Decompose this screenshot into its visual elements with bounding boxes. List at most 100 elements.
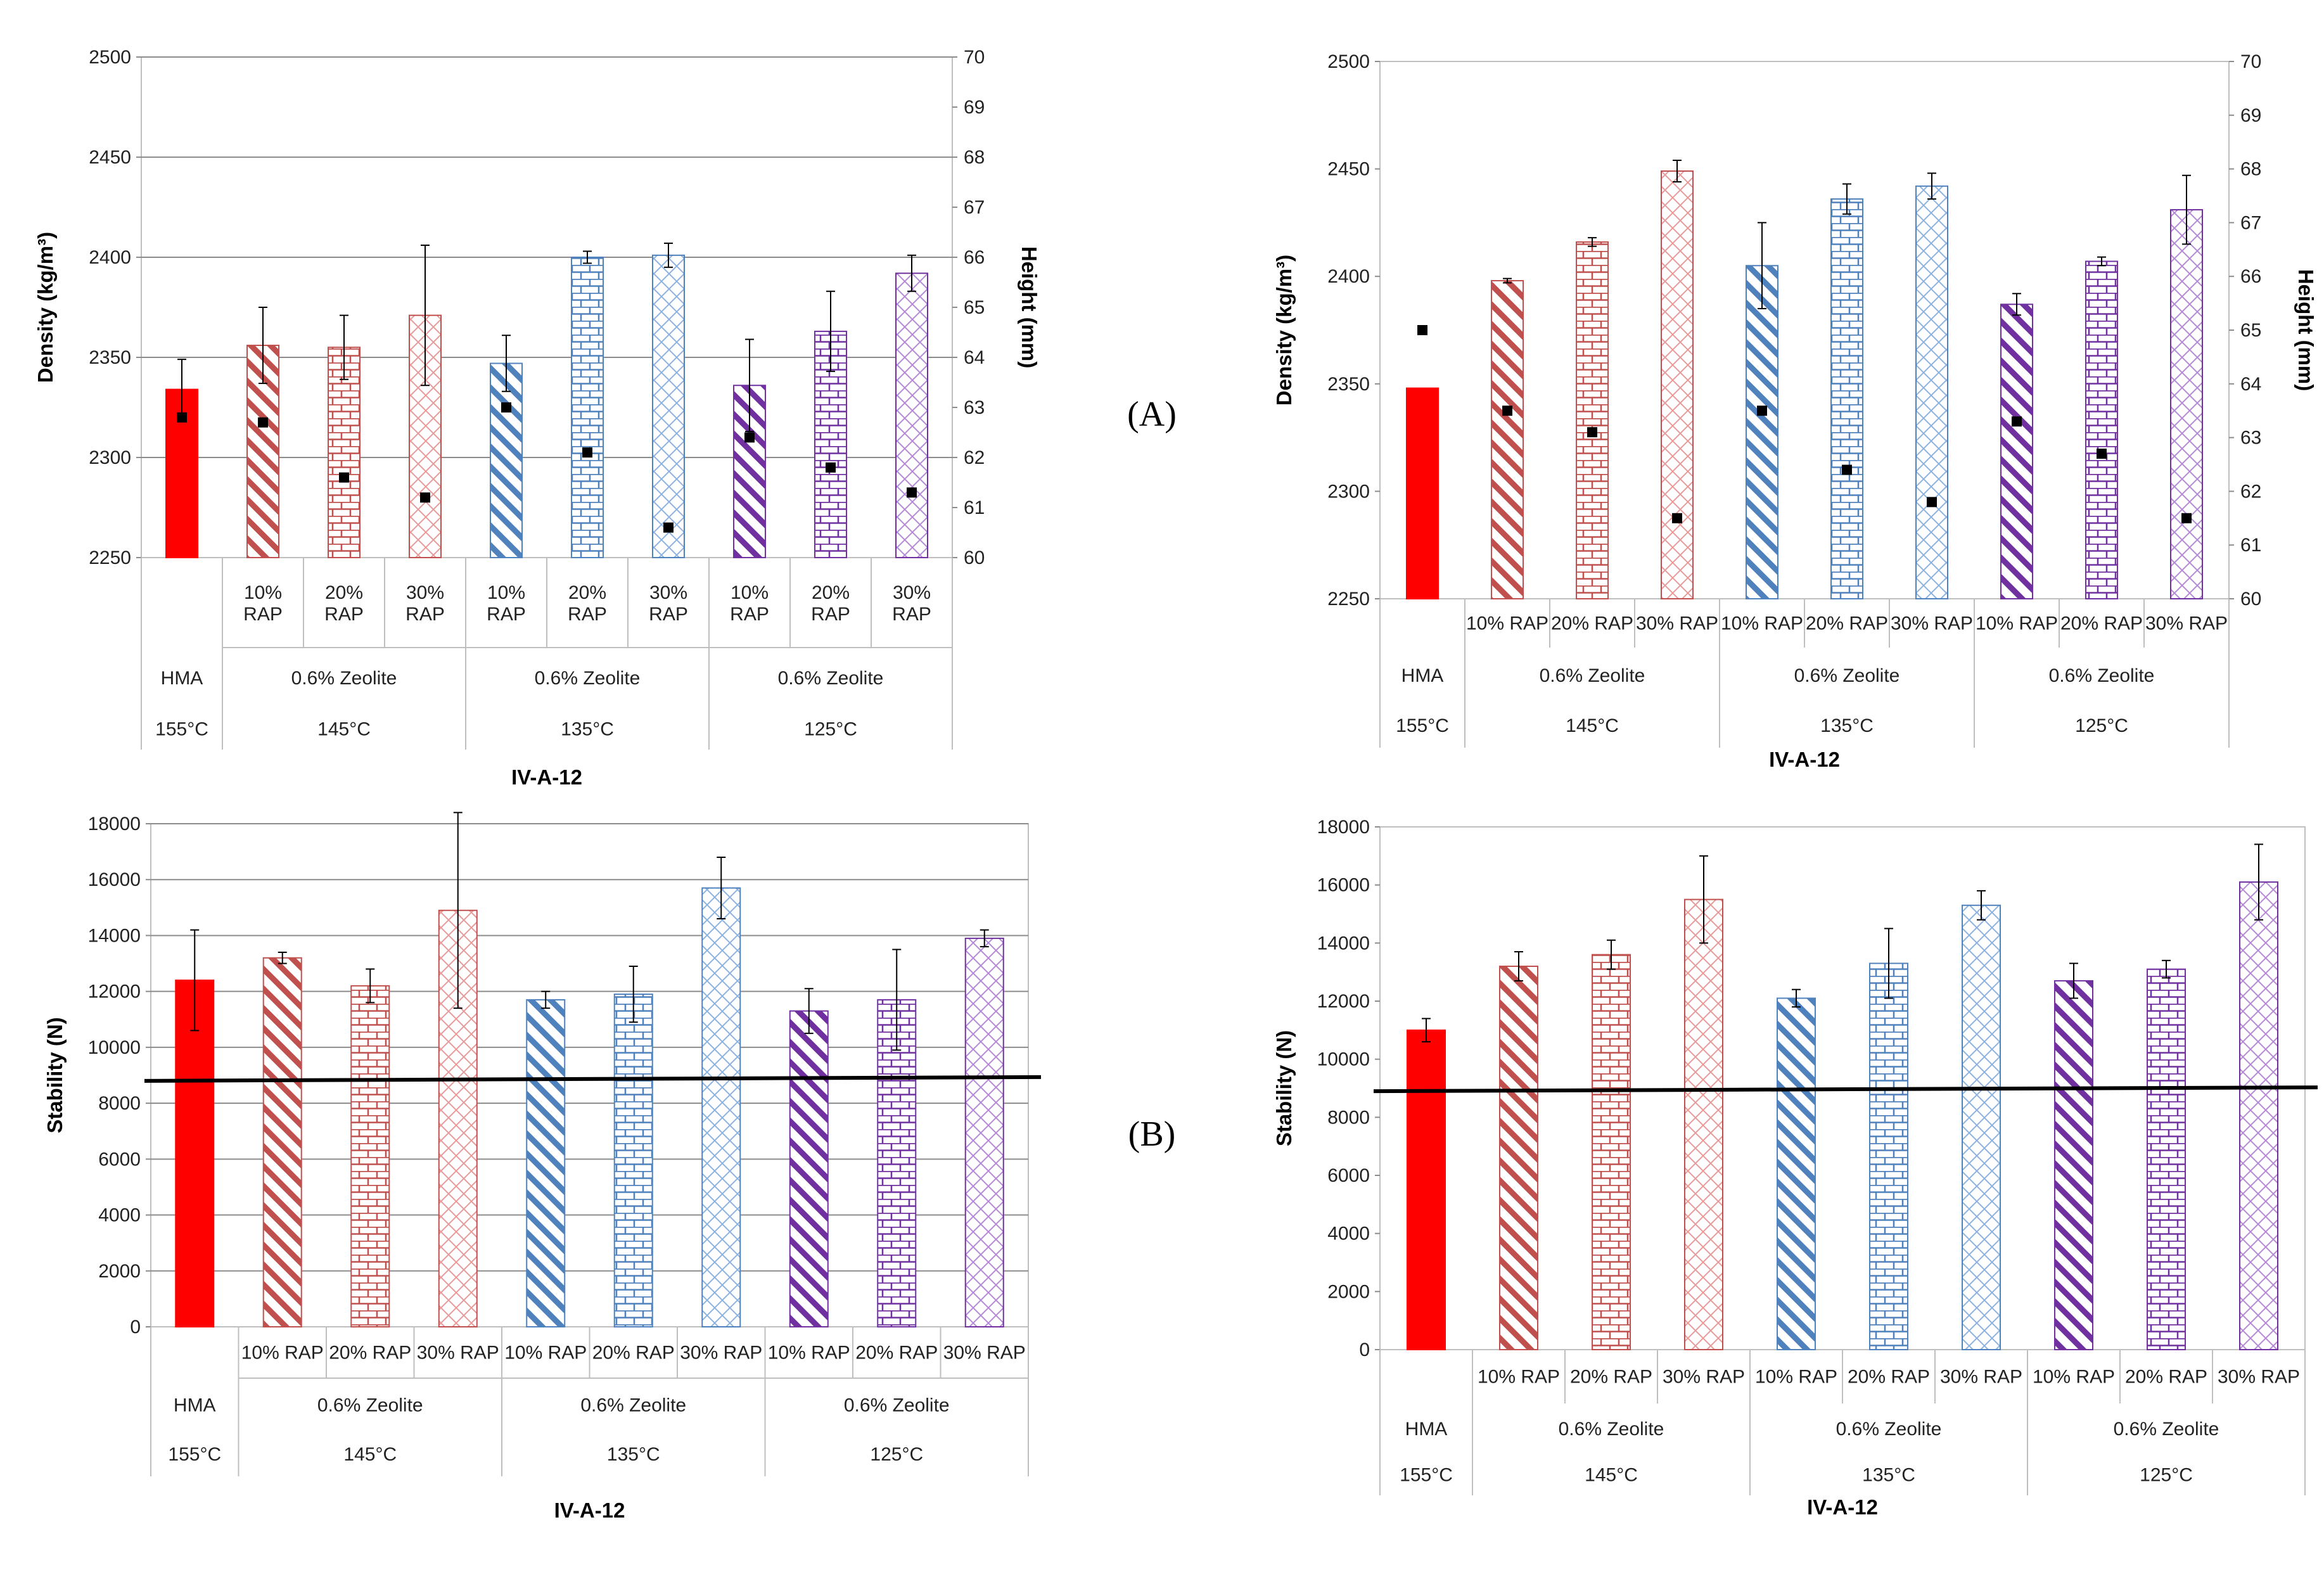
category-label: 30% RAP [2218, 1367, 2300, 1388]
category-label-line: RAP [243, 604, 283, 625]
bar [1830, 198, 1863, 599]
height-marker [1672, 513, 1682, 523]
category-label-line: RAP [405, 604, 445, 625]
height-marker [2097, 449, 2107, 459]
bar [1777, 997, 1816, 1350]
y2-tick-label: 68 [2240, 159, 2261, 180]
y-tick-label: 12000 [1317, 991, 1370, 1012]
category-label-line: 20% [568, 582, 606, 603]
y-tick-label: 16000 [1317, 875, 1370, 896]
y-tick-label: 14000 [1317, 933, 1370, 954]
category-label: 10% RAP [241, 1343, 324, 1364]
category-label: 10% RAP [1478, 1367, 1560, 1388]
y-tick-label: 2350 [89, 347, 131, 368]
y-axis-title: Density (kg/m³) [34, 232, 57, 383]
y2-tick-label: 64 [2240, 374, 2261, 395]
y-tick-label: 2400 [1327, 266, 1370, 287]
density-chart-a-left: 2250 2300 2350 2400 2450 2500 60 61 62 63 64 65 66 67… [34, 47, 1041, 789]
chart-title: IV-A-12 [1807, 1495, 1878, 1519]
category-label: 20% RAP [329, 1343, 411, 1364]
temperature-label: 155°C [155, 719, 208, 740]
y-tick-label: 12000 [88, 981, 141, 1002]
temperature-label: 155°C [168, 1444, 221, 1465]
category-label: 10% RAP [768, 1343, 850, 1364]
density-chart-a-right: 2250 2300 2350 2400 2450 2500 60 61 62 63 64 65 66 67… [1272, 51, 2318, 771]
bar [2000, 304, 2033, 599]
category-label: 10% RAP [1976, 613, 2058, 634]
height-marker [1927, 497, 1937, 508]
category-label: 10% RAP [2033, 1367, 2115, 1388]
category-label-line: 20% [812, 582, 850, 603]
bar [1962, 904, 2001, 1350]
temperature-label: 135°C [1820, 715, 1874, 736]
y-axis-title: Stability (N) [43, 1017, 67, 1133]
bar [2054, 980, 2093, 1350]
y-tick-label: 16000 [88, 869, 141, 890]
height-marker [258, 417, 268, 428]
y-tick-label: 8000 [98, 1093, 141, 1114]
bar [490, 362, 523, 558]
group-label: HMA [174, 1395, 216, 1416]
category-label: 30% RAP [405, 582, 445, 625]
y-tick-label: 2500 [89, 47, 131, 68]
y2-tick-label: 62 [2240, 481, 2261, 502]
y2-axis-title: Height (mm) [1018, 246, 1041, 369]
category-label: 30% RAP [1940, 1367, 2022, 1388]
y-tick-label: 2300 [1327, 481, 1370, 502]
category-label: 20% RAP [592, 1343, 675, 1364]
category-label-line: RAP [568, 604, 607, 625]
height-marker [2012, 416, 2022, 427]
category-label: 30% RAP [417, 1343, 499, 1364]
category-label-line: 10% [487, 582, 525, 603]
bar [2239, 881, 2278, 1351]
y2-tick-label: 64 [964, 347, 985, 368]
y2-tick-label: 68 [964, 147, 985, 168]
category-label: 20% RAP [1551, 613, 1633, 634]
height-marker [420, 492, 430, 503]
height-marker [826, 462, 836, 473]
height-marker [1502, 406, 1512, 416]
category-label-line: 20% [325, 582, 363, 603]
bar [1491, 279, 1524, 599]
category-label-line: 10% [244, 582, 282, 603]
y-tick-label: 4000 [1327, 1224, 1370, 1244]
y-tick-label: 6000 [98, 1149, 141, 1170]
y-tick-label: 2400 [89, 247, 131, 268]
bar [1499, 966, 1538, 1350]
temperature-label: 145°C [343, 1444, 397, 1465]
y2-tick-label: 70 [964, 47, 985, 68]
height-marker [663, 522, 674, 533]
category-label-line: 30% [406, 582, 444, 603]
y2-tick-label: 62 [964, 447, 985, 468]
category-label: 10% RAP [1466, 613, 1548, 634]
bar [1661, 170, 1694, 599]
y-tick-label: 2000 [98, 1261, 141, 1282]
y2-tick-label: 65 [964, 297, 985, 318]
temperature-label: 125°C [2140, 1465, 2193, 1486]
category-label: 20% RAP [1848, 1367, 1930, 1388]
bar [1915, 185, 1948, 599]
group-label: 0.6% Zeolite [580, 1395, 686, 1416]
group-label: HMA [1401, 665, 1444, 686]
height-marker [1417, 325, 1427, 335]
bar [895, 272, 928, 558]
height-marker [2181, 513, 2192, 523]
y-tick-label: 0 [1359, 1339, 1370, 1360]
bar [789, 1010, 829, 1327]
temperature-label: 145°C [1566, 715, 1619, 736]
category-label: 20% RAP [811, 582, 850, 625]
category-label-line: RAP [649, 604, 688, 625]
y2-tick-label: 66 [964, 247, 985, 268]
height-marker [744, 432, 755, 443]
group-label: 0.6% Zeolite [317, 1395, 423, 1416]
stability-chart-b-right: 0 2000 4000 6000 8000 10000 12000 14000 16000 180… [1272, 817, 2318, 1519]
bar [613, 994, 653, 1327]
y-tick-label: 8000 [1327, 1107, 1370, 1128]
temperature-label: 155°C [1400, 1465, 1453, 1486]
y-tick-label: 2450 [1327, 159, 1370, 180]
chart-title: IV-A-12 [1769, 748, 1840, 771]
height-marker [582, 447, 592, 458]
temperature-label: 135°C [561, 719, 614, 740]
category-label: 30% RAP [680, 1343, 762, 1364]
category-label-line: RAP [324, 604, 364, 625]
